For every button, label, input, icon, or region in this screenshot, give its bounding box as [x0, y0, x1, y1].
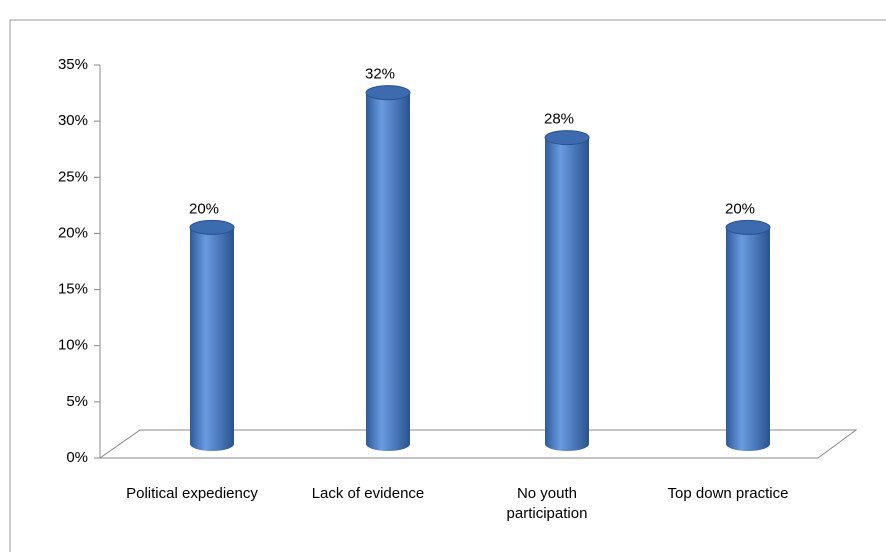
x-tick-label: Political expediency [126, 485, 258, 502]
value-label: 32% [365, 66, 395, 83]
x-tick-label: No youth participation [506, 485, 588, 522]
y-tick-label: 15% [58, 281, 88, 298]
bar [545, 137, 589, 451]
x-tick-label: Lack of evidence [311, 485, 425, 502]
value-label: 28% [544, 111, 574, 128]
y-tick-label: 5% [66, 393, 88, 410]
y-tick-label: 35% [58, 56, 88, 73]
bar [726, 227, 770, 451]
floor [98, 429, 858, 459]
y-tick-label: 20% [58, 224, 88, 241]
y-tick-label: 30% [58, 112, 88, 129]
y-tick-label: 0% [66, 449, 88, 466]
chart-border [9, 19, 886, 552]
bar-top [725, 219, 771, 235]
x-tick-label: Top down practice [667, 485, 789, 502]
value-label: 20% [725, 200, 755, 217]
y-tick-label: 25% [58, 168, 88, 185]
y-tick-label: 10% [58, 337, 88, 354]
bar [366, 92, 410, 451]
value-label: 20% [189, 200, 219, 217]
bar-top [189, 219, 235, 235]
bar-top [365, 85, 411, 101]
bar [190, 227, 234, 451]
bar-top [544, 130, 590, 146]
